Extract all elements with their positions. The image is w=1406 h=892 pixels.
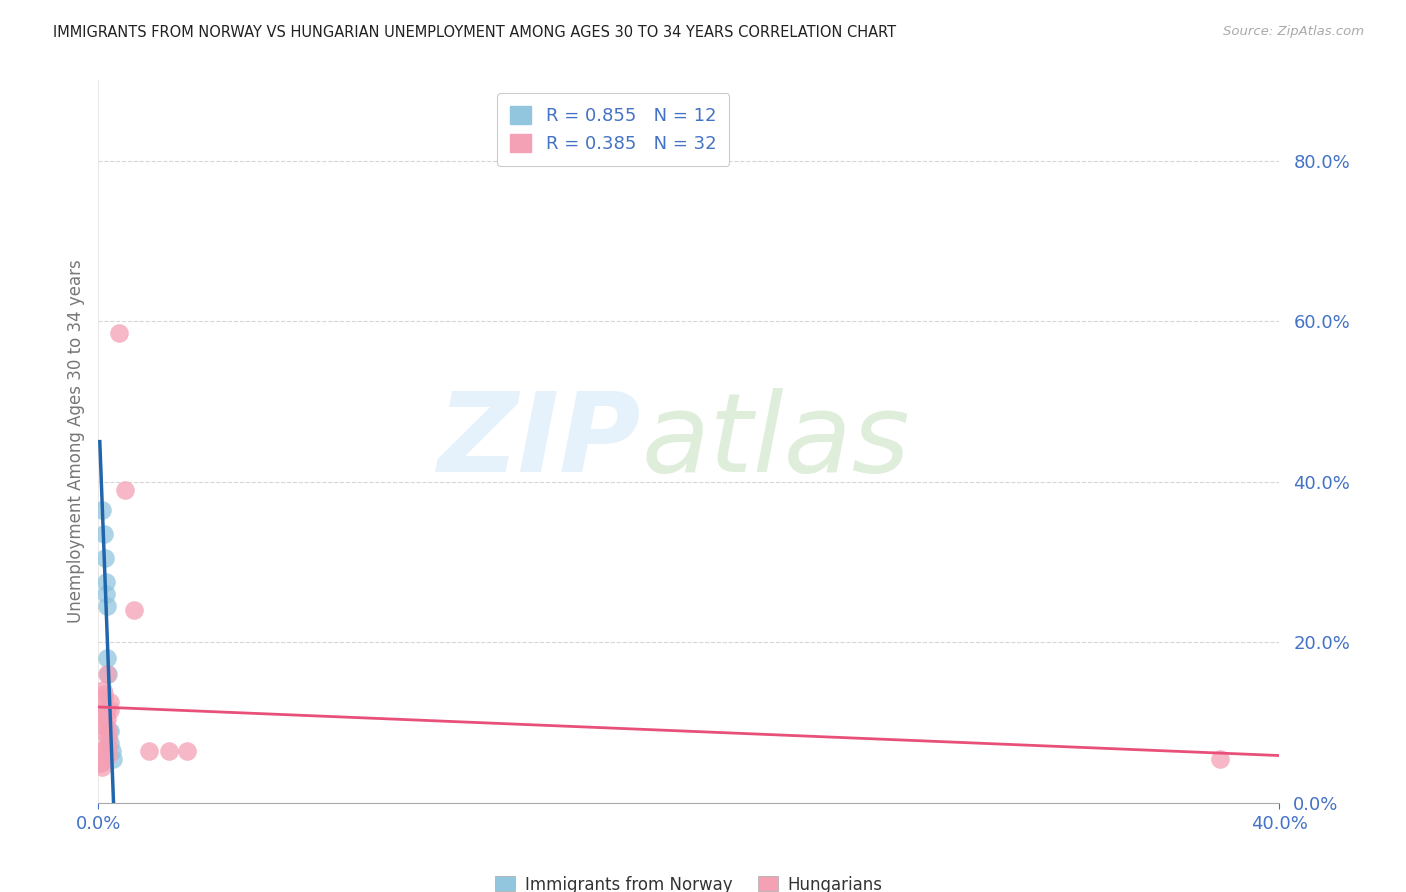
Point [93, 526, 115, 541]
Point [157, 744, 180, 758]
Point [94, 574, 117, 589]
Legend: Immigrants from Norway, Hungarians: Immigrants from Norway, Hungarians [488, 869, 890, 892]
Point [94, 719, 117, 733]
Point [97, 731, 120, 746]
Point [98, 703, 121, 717]
Point [97, 723, 120, 738]
Point [1209, 751, 1232, 765]
Point [93, 707, 115, 722]
Point [94, 587, 117, 601]
Point [94, 550, 117, 566]
Point [94, 728, 117, 742]
Point [103, 751, 125, 765]
Y-axis label: Unemployment Among Ages 30 to 34 years: Unemployment Among Ages 30 to 34 years [66, 260, 84, 624]
Point [138, 744, 160, 758]
Text: Source: ZipAtlas.com: Source: ZipAtlas.com [1223, 25, 1364, 38]
Point [97, 747, 120, 762]
Point [89, 756, 111, 770]
Point [96, 667, 118, 681]
Point [96, 712, 118, 726]
Point [96, 651, 118, 665]
Point [91, 502, 114, 516]
Point [93, 687, 115, 701]
Point [98, 723, 121, 738]
Point [89, 744, 111, 758]
Point [97, 739, 120, 754]
Point [176, 744, 198, 758]
Point [98, 696, 121, 710]
Point [90, 760, 112, 774]
Point [98, 735, 121, 749]
Text: ZIP: ZIP [439, 388, 641, 495]
Point [97, 667, 120, 681]
Point [89, 751, 111, 765]
Point [90, 756, 112, 770]
Point [96, 703, 118, 717]
Text: IMMIGRANTS FROM NORWAY VS HUNGARIAN UNEMPLOYMENT AMONG AGES 30 TO 34 YEARS CORRE: IMMIGRANTS FROM NORWAY VS HUNGARIAN UNEM… [53, 25, 897, 40]
Point [89, 747, 111, 762]
Point [96, 599, 118, 614]
Point [122, 603, 145, 617]
Text: atlas: atlas [641, 388, 910, 495]
Point [114, 483, 136, 497]
Point [108, 326, 131, 340]
Point [90, 751, 112, 765]
Point [93, 691, 115, 706]
Point [91, 683, 114, 698]
Point [87, 744, 110, 758]
Point [94, 715, 117, 730]
Point [100, 744, 122, 758]
Point [93, 703, 115, 717]
